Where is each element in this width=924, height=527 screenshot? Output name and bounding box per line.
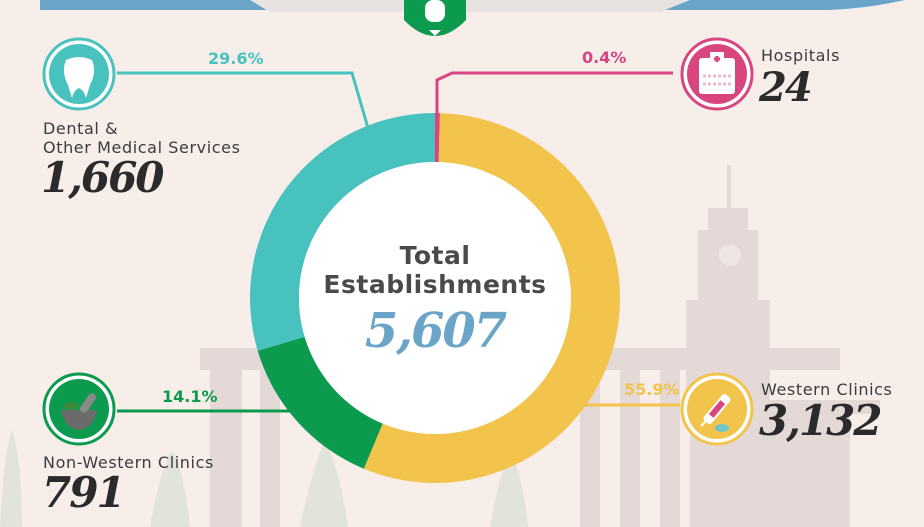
herb-leaf — [64, 402, 78, 410]
top-badge-icon — [404, 0, 466, 36]
dental-label-line1: Dental & — [43, 119, 119, 138]
donut-slice-dental-other-medical-services — [249, 113, 435, 351]
western-label: Western Clinics — [761, 380, 893, 399]
western-percent: 55.9% — [624, 380, 680, 399]
pill — [715, 424, 729, 432]
non-western-percent: 14.1% — [162, 387, 218, 406]
hospital-cross — [714, 56, 720, 62]
hospitals-value: 24 — [759, 64, 813, 111]
total-value: 5,607 — [364, 303, 507, 359]
donut-slice-non-western-clinics — [257, 336, 383, 469]
pestle — [79, 393, 97, 413]
center-title-line1: Total — [399, 241, 471, 270]
western-value: 3,132 — [759, 396, 883, 445]
non-western-value: 791 — [42, 468, 126, 517]
syringe-needle — [700, 420, 707, 427]
tooth-shape — [63, 57, 95, 98]
hospitals-leader-line — [435, 71, 673, 130]
center-title-line2: Establishments — [323, 270, 547, 299]
hospitals-label: Hospitals — [761, 46, 841, 65]
donut-slice-hospitals — [435, 113, 440, 163]
syringe-liquid — [708, 400, 726, 418]
dental-other-medical-services-leader-line — [117, 71, 370, 129]
donut-center — [299, 162, 571, 434]
dental-value: 1,660 — [41, 153, 165, 202]
trees — [0, 430, 528, 527]
non-western-label: Non-Western Clinics — [43, 453, 214, 472]
dental-percent: 29.6% — [208, 49, 264, 68]
dental-label-line2: Other Medical Services — [43, 138, 241, 157]
mortar-bowl — [61, 410, 97, 430]
dental-label: Dental & Other Medical Services — [43, 119, 241, 157]
donut-slice-western-clinics — [363, 113, 621, 484]
hospitals-percent: 0.4% — [582, 48, 627, 67]
center-title: Total Establishments — [300, 241, 570, 299]
